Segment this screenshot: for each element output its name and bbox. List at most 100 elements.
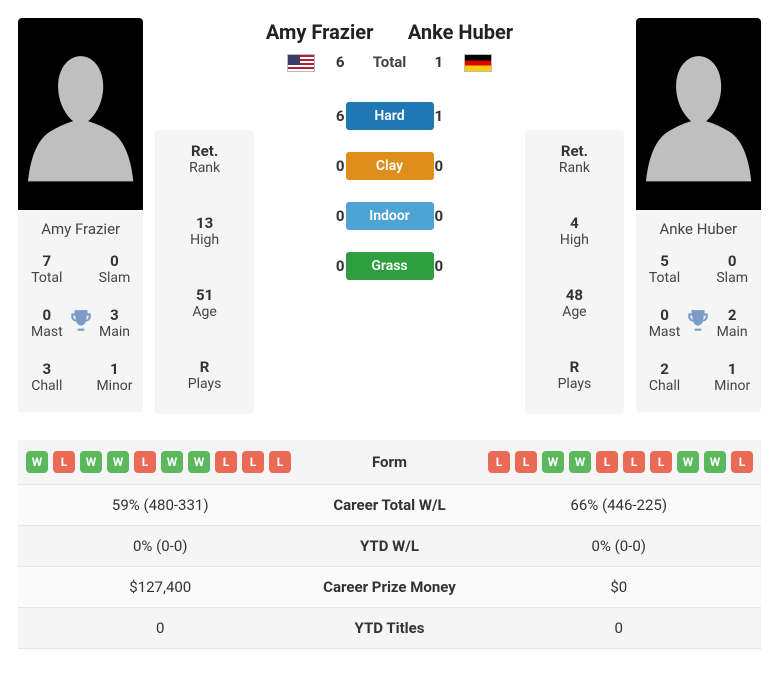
rank-plays-l: Plays	[525, 376, 624, 392]
rank-ret: Ret.	[525, 142, 624, 160]
form-badge[interactable]: L	[242, 451, 264, 473]
compare-row: 0% (0-0)YTD W/L0% (0-0)	[18, 526, 761, 567]
compare-row: WLWWLWWLLLFormLLWWLLLWWL	[18, 440, 761, 485]
form-badge[interactable]: L	[731, 451, 753, 473]
cmp-right: 0% (0-0)	[485, 537, 754, 555]
cmp-right: $0	[485, 578, 754, 596]
stat-minor-l: Minor	[711, 378, 753, 394]
stat-slam-l: Slam	[711, 270, 753, 286]
form-badge[interactable]: W	[569, 451, 591, 473]
surface-pill[interactable]: Grass	[346, 252, 434, 280]
form-badge[interactable]: W	[80, 451, 102, 473]
surface-pill[interactable]: Hard	[346, 102, 434, 130]
player-card-right: Anke Huber 5Total 0Slam 0Mast 2Main 2Cha…	[636, 18, 761, 412]
flag-de-icon	[464, 54, 492, 72]
player-card-left: Amy Frazier 7Total 0Slam 0Mast 3Main 3Ch…	[18, 18, 143, 412]
form-badge[interactable]: W	[677, 451, 699, 473]
cmp-left: 0	[26, 619, 295, 637]
form-badge[interactable]: L	[53, 451, 75, 473]
stat-slam-l: Slam	[94, 270, 136, 286]
form-badge[interactable]: W	[188, 451, 210, 473]
trophy-icon	[68, 308, 94, 338]
player-photo-left	[18, 18, 143, 210]
rank-plays-l: Plays	[155, 376, 254, 392]
h2h-center: Amy Frazier Anke Huber 6 Total 1 6Hard10…	[266, 18, 513, 302]
stat-mast-n: 0	[26, 306, 68, 324]
h2h-surface-left: 0	[336, 207, 345, 225]
cmp-label: Form	[295, 453, 485, 471]
player-name-small-right: Anke Huber	[636, 210, 761, 246]
player-name-small-left: Amy Frazier	[18, 210, 143, 246]
stat-main-n: 3	[94, 306, 136, 324]
rank-high: 13	[155, 214, 254, 232]
rank-high-l: High	[155, 232, 254, 248]
form-badges: LLWWLLLWWL	[485, 451, 754, 473]
form-badge[interactable]: L	[215, 451, 237, 473]
h2h-surface-left: 6	[336, 107, 345, 125]
compare-row: 59% (480-331)Career Total W/L66% (446-22…	[18, 485, 761, 526]
titles-grid-right: 5Total 0Slam 0Mast 2Main 2Chall 1Minor	[636, 246, 761, 412]
stat-mast-n: 0	[644, 306, 686, 324]
surface-pill[interactable]: Clay	[346, 152, 434, 180]
silhouette-icon	[18, 40, 143, 210]
rank-card-left: Ret.Rank 13High 51Age RPlays	[155, 130, 254, 414]
h2h-surface-right: 0	[435, 257, 444, 275]
rank-age-l: Age	[525, 304, 624, 320]
player-photo-right	[636, 18, 761, 210]
h2h-surface-right: 0	[435, 157, 444, 175]
h2h-total-left: 6	[336, 53, 345, 71]
h2h-surface-row: 0Grass0	[266, 252, 513, 280]
stat-main-n: 2	[711, 306, 753, 324]
silhouette-icon	[636, 40, 761, 210]
cmp-right: 0	[485, 619, 754, 637]
cmp-left: WLWWLWWLLL	[26, 451, 295, 473]
form-badge[interactable]: L	[515, 451, 537, 473]
cmp-left: 0% (0-0)	[26, 537, 295, 555]
stat-mast-l: Mast	[26, 324, 68, 340]
cmp-right: LLWWLLLWWL	[485, 451, 754, 473]
form-badge[interactable]: W	[26, 451, 48, 473]
form-badge[interactable]: W	[161, 451, 183, 473]
rank-plays: R	[155, 358, 254, 376]
h2h-surface-row: 0Indoor0	[266, 202, 513, 230]
form-badge[interactable]: W	[542, 451, 564, 473]
stat-total-n: 7	[26, 252, 68, 270]
rank-plays: R	[525, 358, 624, 376]
compare-row: 0YTD Titles0	[18, 608, 761, 649]
stat-chall-l: Chall	[644, 378, 686, 394]
stat-total-l: Total	[644, 270, 686, 286]
form-badge[interactable]: W	[107, 451, 129, 473]
stat-chall-l: Chall	[26, 378, 68, 394]
stat-minor-n: 1	[711, 360, 753, 378]
form-badge[interactable]: L	[269, 451, 291, 473]
stat-chall-n: 2	[644, 360, 686, 378]
trophy-icon	[685, 308, 711, 338]
stat-minor-n: 1	[94, 360, 136, 378]
form-badge[interactable]: L	[596, 451, 618, 473]
h2h-surface-left: 0	[336, 157, 345, 175]
cmp-right: 66% (446-225)	[485, 496, 754, 514]
h2h-surface-row: 6Hard1	[266, 102, 513, 130]
stat-main-l: Main	[711, 324, 753, 340]
flag-us-icon	[287, 54, 315, 72]
h2h-total-right: 1	[435, 53, 444, 71]
form-badge[interactable]: W	[704, 451, 726, 473]
form-badge[interactable]: L	[623, 451, 645, 473]
rank-high-l: High	[525, 232, 624, 248]
rank-ret: Ret.	[155, 142, 254, 160]
rank-age: 48	[525, 286, 624, 304]
form-badge[interactable]: L	[650, 451, 672, 473]
stat-mast-l: Mast	[644, 324, 686, 340]
stat-minor-l: Minor	[94, 378, 136, 394]
rank-ret-l: Rank	[525, 160, 624, 176]
compare-table: WLWWLWWLLLFormLLWWLLLWWL59% (480-331)Car…	[18, 440, 761, 649]
stat-total-n: 5	[644, 252, 686, 270]
cmp-left: $127,400	[26, 578, 295, 596]
stat-slam-n: 0	[711, 252, 753, 270]
form-badge[interactable]: L	[488, 451, 510, 473]
h2h-surface-row: 0Clay0	[266, 152, 513, 180]
rank-ret-l: Rank	[155, 160, 254, 176]
cmp-label: Career Prize Money	[295, 578, 485, 596]
form-badge[interactable]: L	[134, 451, 156, 473]
surface-pill[interactable]: Indoor	[346, 202, 434, 230]
